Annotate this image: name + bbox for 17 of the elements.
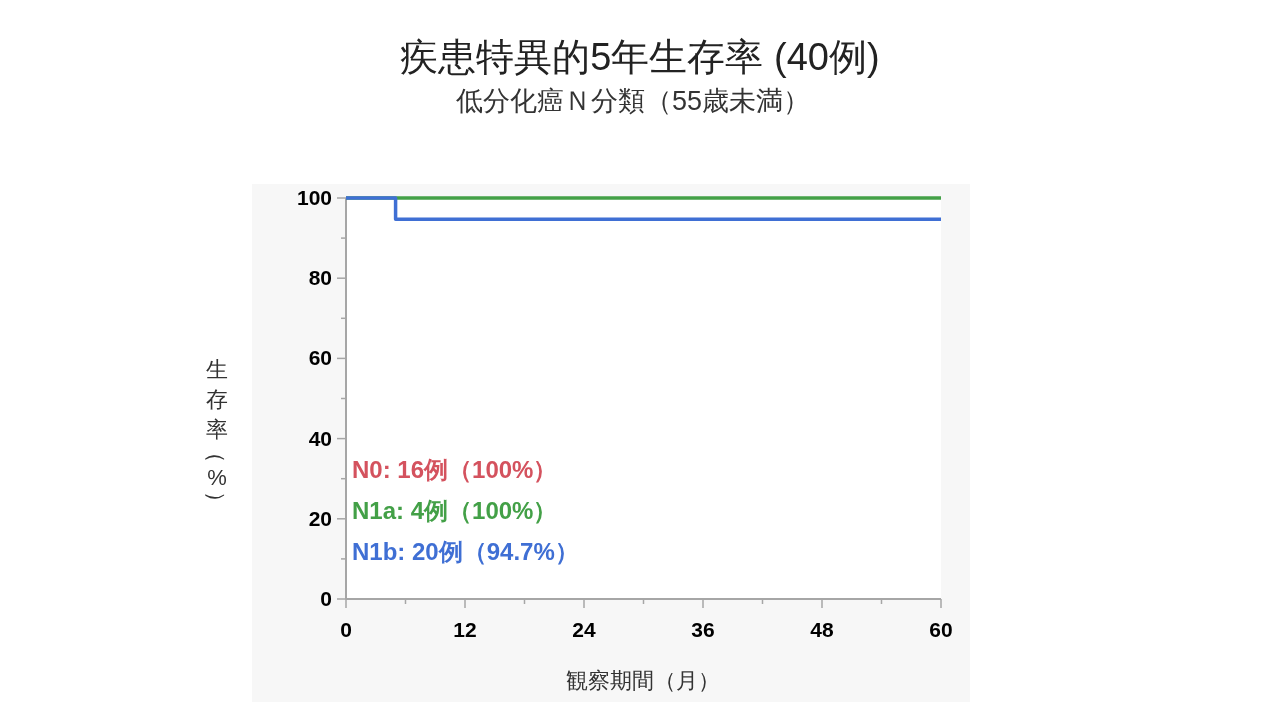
y-tick-label: 0	[320, 587, 332, 610]
y-tick-label: 20	[308, 506, 332, 530]
x-tick-label: 0	[340, 618, 352, 641]
x-tick-label: 24	[572, 618, 596, 641]
x-axis-title: 観察期間（月）	[566, 668, 720, 693]
x-tick-label: 36	[691, 618, 715, 641]
chart-title: 疾患特異的5年生存率 (40例)	[400, 36, 880, 78]
y-tick-label: 60	[308, 346, 332, 370]
y-axis-title: 生存率（%）	[204, 357, 229, 513]
legend: N0: 16例（100%） N1a: 4例（100%） N1b: 20例（94.7%）	[352, 456, 579, 565]
x-tick-label: 12	[453, 618, 477, 641]
y-tick-label: 40	[308, 426, 332, 450]
chart-subtitle: 低分化癌Ｎ分類（55歳未満）	[455, 86, 811, 116]
y-tick-label: 100	[296, 186, 332, 209]
x-tick-label: 60	[929, 618, 953, 641]
y-tick-label: 80	[308, 266, 332, 290]
x-tick-label: 48	[810, 618, 834, 641]
